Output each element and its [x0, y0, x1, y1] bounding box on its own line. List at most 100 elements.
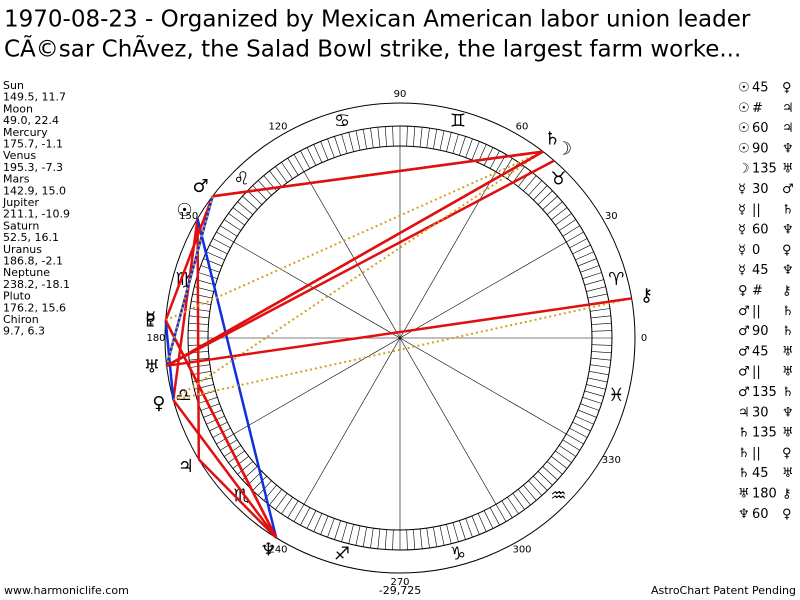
zodiac-sign: ♒ — [550, 485, 566, 506]
ring-tick — [584, 390, 604, 397]
ring-tick — [275, 166, 288, 183]
ring-tick — [575, 251, 594, 261]
aspect-line — [196, 218, 201, 460]
aspect-type: 135 — [752, 385, 777, 400]
ring-tick — [537, 471, 553, 486]
ring-tick — [582, 397, 602, 404]
ring-tick — [551, 207, 568, 221]
ring-tick — [580, 403, 600, 411]
zodiac-sign: ♓ — [608, 385, 624, 406]
aspect-type: 135 — [752, 162, 777, 177]
aspect-a: ☉ — [738, 121, 750, 136]
planet-coords: 149.5, 11.7 — [3, 91, 66, 104]
ring-tick — [569, 238, 588, 249]
ring-tick — [562, 439, 580, 451]
ring-tick — [362, 129, 367, 149]
degree-label: 150 — [179, 211, 198, 222]
planet-name: Pluto — [3, 290, 31, 303]
ring-tick — [228, 213, 245, 226]
zodiac-sign: ♈ — [608, 269, 624, 290]
planet-name: Mars — [3, 173, 30, 186]
degree-label: 30 — [605, 211, 618, 222]
ring-tick — [384, 126, 387, 147]
ring-tick — [190, 364, 210, 368]
ring-tick — [327, 138, 335, 158]
ring-tick — [269, 489, 283, 506]
zodiac-sign: ♊ — [450, 111, 466, 132]
aspect-line — [164, 320, 175, 401]
ring-tick — [523, 484, 537, 501]
ring-tick — [589, 371, 609, 376]
ring-tick — [501, 500, 513, 518]
ring-tick — [507, 497, 519, 514]
aspect-a: ☿ — [738, 182, 746, 197]
aspect-b: ♀ — [782, 81, 792, 96]
ring-tick — [577, 258, 597, 267]
aspect-type: 60 — [752, 507, 769, 522]
ring-tick — [206, 251, 225, 261]
ring-tick — [446, 132, 452, 152]
ring-tick — [313, 144, 323, 163]
degree-label: 0 — [641, 333, 647, 344]
ring-tick — [252, 185, 267, 201]
ring-tick — [489, 150, 500, 169]
aspect-a: ♂ — [738, 365, 750, 380]
footer-center: -29,725 — [379, 584, 421, 597]
aspect-type: 90 — [752, 324, 769, 339]
zodiac-sign: ♑ — [450, 543, 466, 564]
planet-coords: 195.3, -7.3 — [3, 161, 63, 174]
ring-tick — [419, 528, 423, 549]
degree-label: 240 — [268, 544, 287, 555]
ring-tick — [495, 504, 507, 522]
ring-tick — [507, 162, 519, 179]
ring-tick — [569, 427, 588, 438]
aspect-type: 45 — [752, 466, 769, 481]
spoke — [303, 171, 401, 339]
aspect-a: ☿ — [738, 223, 746, 238]
planet-glyph: ♃ — [178, 456, 194, 477]
aspect-b: ♄ — [782, 304, 794, 319]
ring-tick — [413, 529, 416, 550]
aspect-type: 60 — [752, 223, 769, 238]
planet-glyph: ♄ — [544, 129, 560, 150]
ring-tick — [546, 201, 563, 215]
ring-tick — [523, 175, 537, 192]
ring-tick — [542, 195, 558, 210]
ring-tick — [587, 377, 608, 383]
ring-tick — [559, 219, 576, 231]
ring-tick — [257, 180, 272, 196]
ring-tick — [439, 130, 445, 151]
zodiac-sign: ♌ — [234, 169, 250, 190]
ring-tick — [483, 510, 494, 529]
aspect-line — [212, 150, 544, 198]
aspect-line — [164, 195, 214, 321]
ring-tick — [237, 461, 254, 475]
ring-tick — [198, 272, 218, 279]
ring-tick — [392, 529, 394, 550]
ring-tick — [471, 141, 480, 161]
spoke — [399, 241, 567, 339]
ring-tick — [232, 207, 249, 221]
ring-tick — [377, 127, 381, 148]
ring-tick — [533, 185, 548, 201]
aspect-b: ⚷ — [782, 487, 792, 502]
aspect-line — [166, 150, 544, 367]
aspect-b: ♃ — [782, 101, 794, 116]
ring-tick — [212, 238, 231, 249]
title-line: CÃ©sar ChÃ­vez, the Salad Bowl strike, t… — [4, 35, 741, 63]
planet-coords: 211.1, -10.9 — [3, 208, 70, 221]
ring-tick — [590, 308, 610, 312]
title-line: 1970-08-23 - Organized by Mexican Americ… — [4, 7, 751, 33]
ring-tick — [196, 279, 216, 286]
aspect-a: ♂ — [738, 324, 750, 339]
planet-glyph: ♅ — [144, 357, 160, 378]
planet-name: Saturn — [3, 219, 39, 232]
ring-tick — [341, 522, 348, 542]
planet-coords: 142.9, 15.0 — [3, 184, 66, 197]
ring-tick — [528, 480, 543, 496]
ring-tick — [281, 497, 293, 514]
planet-name: Sun — [3, 79, 24, 92]
aspect-b: ♆ — [782, 405, 794, 420]
ring-tick — [224, 219, 241, 231]
